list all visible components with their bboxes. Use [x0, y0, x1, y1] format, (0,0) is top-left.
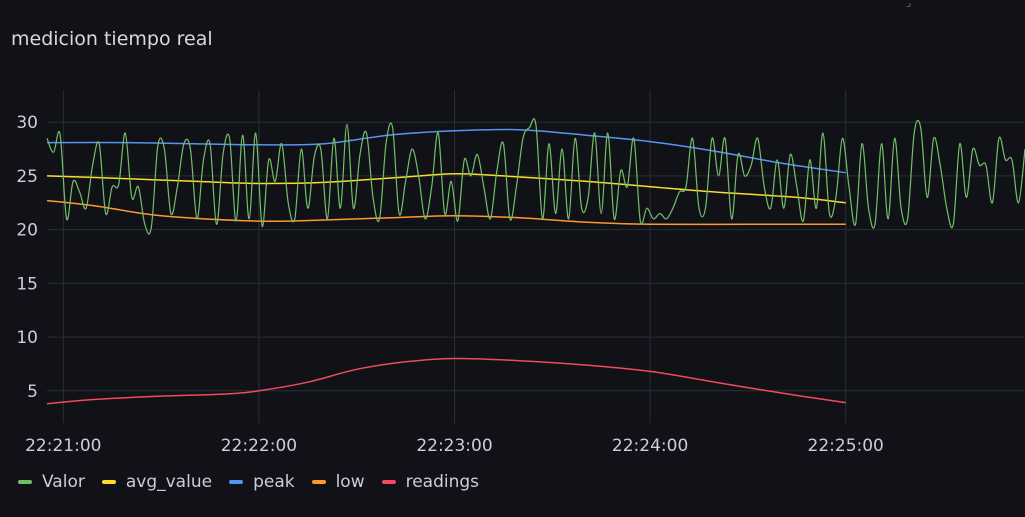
chart-grid [47, 90, 1025, 423]
legend-swatch [229, 480, 244, 484]
y-axis-ticks: 5 10 15 20 25 30 [16, 113, 38, 402]
legend-label: peak [253, 472, 295, 492]
y-tick-label: 10 [16, 328, 38, 348]
panel-title: medicion tiempo real [11, 28, 213, 50]
x-tick-label: 22:25:00 [808, 436, 884, 456]
legend-item-low[interactable]: low [311, 472, 365, 492]
legend-label: low [335, 472, 365, 492]
legend-item-Valor[interactable]: Valor [18, 472, 85, 492]
legend-label: Valor [42, 472, 85, 492]
panel-corner-icon: ⌟ [906, 0, 912, 9]
series-line-Valor [46, 118, 1025, 235]
legend-swatch [18, 480, 32, 484]
x-axis-ticks: 22:21:00 22:22:00 22:23:00 22:24:00 22:25:00 [25, 436, 884, 456]
y-tick-label: 15 [16, 274, 38, 294]
x-tick-label: 22:23:00 [416, 436, 492, 456]
legend-item-avg-value[interactable]: avg_value [101, 472, 213, 492]
series-line-readings [46, 357, 846, 405]
legend-swatch [381, 480, 396, 484]
legend-label: avg_value [125, 472, 213, 492]
y-tick-label: 20 [16, 221, 38, 241]
y-tick-label: 5 [27, 382, 38, 402]
legend-label: readings [405, 472, 480, 492]
chart-legend: Valor avg_value peak low readings [18, 472, 496, 492]
series-lines [46, 118, 1025, 405]
series-line-low [46, 199, 846, 226]
legend-swatch [311, 480, 326, 484]
x-tick-label: 22:22:00 [221, 436, 297, 456]
legend-item-peak[interactable]: peak [229, 472, 295, 492]
x-tick-label: 22:24:00 [612, 436, 688, 456]
y-tick-label: 30 [16, 113, 38, 133]
legend-swatch [101, 480, 116, 484]
legend-item-readings[interactable]: readings [381, 472, 480, 492]
y-tick-label: 25 [16, 167, 38, 187]
x-tick-label: 22:21:00 [25, 436, 101, 456]
